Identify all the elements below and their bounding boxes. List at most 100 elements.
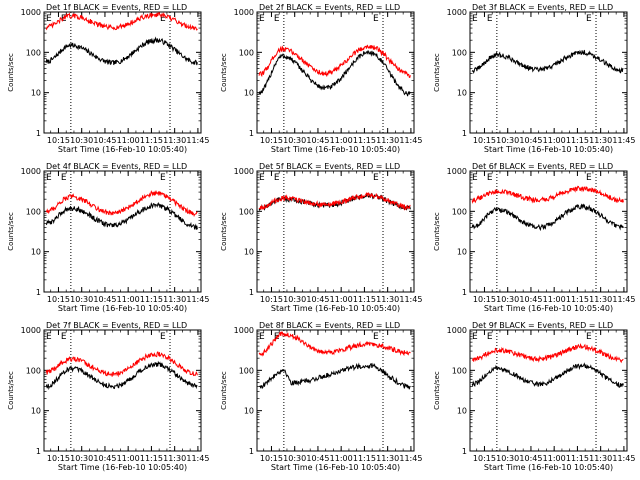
x-tick-label: 11:00 <box>330 454 353 463</box>
x-axis-label: Start Time (16-Feb-10 10:05:40) <box>271 304 400 313</box>
corner-mark: E <box>259 332 265 342</box>
series-line <box>45 189 198 218</box>
y-tick-label: 1 <box>36 447 41 456</box>
x-tick-label: 11:30 <box>163 295 186 304</box>
y-tick-label: 1 <box>462 129 467 138</box>
y-tick-label: 1 <box>36 288 41 297</box>
x-tick-label: 10:30 <box>283 136 306 145</box>
corner-mark: E <box>472 332 478 342</box>
corner-mark: E <box>259 14 265 24</box>
x-tick-label: 11:45 <box>186 454 209 463</box>
y-axis-label: Counts/sec <box>220 371 228 410</box>
x-tick-label: 10:45 <box>93 454 116 463</box>
panel-title: Det 2f BLACK = Events, RED = LLD <box>259 3 400 12</box>
series-line <box>45 12 198 31</box>
panel-title: Det 8f BLACK = Events, RED = LLD <box>259 321 400 330</box>
x-tick-label: 10:45 <box>519 136 542 145</box>
x-tick-label: 10:45 <box>306 454 329 463</box>
corner-mark: E <box>61 332 67 342</box>
corner-mark: E <box>586 332 592 342</box>
x-tick-label: 10:30 <box>283 295 306 304</box>
detector-panel: Det 2f BLACK = Events, RED = LLD 1 10 100 10… <box>220 3 422 154</box>
plot-frame <box>256 329 415 452</box>
x-tick-label: 10:15 <box>260 295 283 304</box>
series-line <box>258 330 411 357</box>
plot-frame <box>469 329 628 452</box>
y-axis-label: Counts/sec <box>220 212 228 251</box>
y-axis-label: Counts/sec <box>433 53 441 92</box>
x-tick-label: 10:45 <box>519 295 542 304</box>
series-line <box>258 192 411 211</box>
y-tick-label: 1 <box>249 129 254 138</box>
corner-mark: E <box>160 332 166 342</box>
y-tick-label: 100 <box>26 366 41 375</box>
y-tick-label: 1000 <box>447 8 467 17</box>
x-tick-label: 11:15 <box>353 136 376 145</box>
y-tick-label: 1000 <box>234 326 254 335</box>
y-tick-label: 100 <box>452 366 467 375</box>
x-tick-label: 11:00 <box>330 295 353 304</box>
x-tick-label: 10:30 <box>496 295 519 304</box>
x-tick-label: 11:30 <box>376 295 399 304</box>
y-tick-label: 1000 <box>21 8 41 17</box>
y-tick-label: 10 <box>244 407 254 416</box>
panel-title: Det 9f BLACK = Events, RED = LLD <box>472 321 613 330</box>
x-tick-label: 11:45 <box>612 136 635 145</box>
corner-mark: E <box>61 14 67 24</box>
plot-frame <box>256 170 415 293</box>
x-axis-label: Start Time (16-Feb-10 10:05:40) <box>58 463 187 472</box>
y-tick-label: 1000 <box>21 326 41 335</box>
x-tick-label: 11:15 <box>566 295 589 304</box>
x-tick-label: 10:45 <box>93 295 116 304</box>
detector-panel: Det 7f BLACK = Events, RED = LLD 1 10 100 10… <box>7 321 209 472</box>
x-tick-label: 11:45 <box>399 454 422 463</box>
series-line <box>45 36 198 66</box>
detector-panel: Det 6f BLACK = Events, RED = LLD 1 10 100 10… <box>433 162 635 313</box>
detector-panel: Det 5f BLACK = Events, RED = LLD 1 10 100 10… <box>220 162 422 313</box>
y-axis-label: Counts/sec <box>7 371 15 410</box>
series-line <box>471 203 624 232</box>
corner-mark: E <box>46 14 52 24</box>
y-axis-label: Counts/sec <box>433 371 441 410</box>
corner-mark: E <box>160 173 166 183</box>
x-tick-label: 11:45 <box>612 454 635 463</box>
corner-mark: E <box>160 14 166 24</box>
plot-frame <box>43 329 202 452</box>
series-line <box>471 342 624 364</box>
x-tick-label: 10:15 <box>260 136 283 145</box>
y-tick-label: 1 <box>462 288 467 297</box>
series-line <box>45 360 198 391</box>
corner-mark: E <box>487 332 493 342</box>
x-tick-label: 11:30 <box>376 136 399 145</box>
plot-frame <box>256 11 415 134</box>
x-tick-label: 11:00 <box>543 454 566 463</box>
x-tick-label: 11:15 <box>353 295 376 304</box>
y-tick-label: 10 <box>31 248 41 257</box>
y-tick-label: 10 <box>31 407 41 416</box>
x-tick-label: 11:30 <box>163 136 186 145</box>
x-tick-label: 10:30 <box>283 454 306 463</box>
x-tick-label: 11:00 <box>117 136 140 145</box>
x-tick-label: 10:30 <box>70 295 93 304</box>
x-tick-label: 11:00 <box>330 136 353 145</box>
panel-title: Det 3f BLACK = Events, RED = LLD <box>472 3 613 12</box>
x-tick-label: 11:15 <box>140 454 163 463</box>
corner-mark: E <box>274 14 280 24</box>
x-tick-label: 11:45 <box>612 295 635 304</box>
x-axis-label: Start Time (16-Feb-10 10:05:40) <box>271 145 400 154</box>
y-tick-label: 10 <box>31 89 41 98</box>
y-tick-label: 100 <box>26 207 41 216</box>
x-tick-label: 11:15 <box>140 136 163 145</box>
y-tick-label: 100 <box>239 207 254 216</box>
plot-frame <box>43 11 202 134</box>
detector-panel: Det 8f BLACK = Events, RED = LLD 1 10 100 10… <box>220 321 422 472</box>
detector-panel: Det 1f BLACK = Events, RED = LLD 1 10 100 10… <box>7 3 209 154</box>
series-line <box>259 362 411 390</box>
x-axis-label: Start Time (16-Feb-10 10:05:40) <box>484 145 613 154</box>
plot-frame <box>43 170 202 293</box>
y-tick-label: 1 <box>249 288 254 297</box>
y-tick-label: 1000 <box>447 167 467 176</box>
x-tick-label: 11:45 <box>186 295 209 304</box>
x-axis-label: Start Time (16-Feb-10 10:05:40) <box>271 463 400 472</box>
